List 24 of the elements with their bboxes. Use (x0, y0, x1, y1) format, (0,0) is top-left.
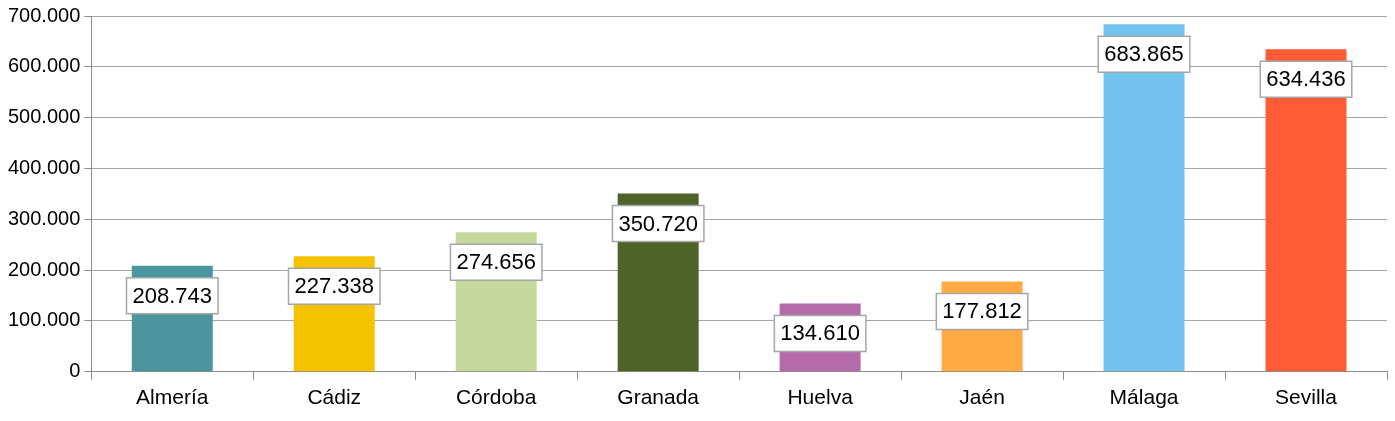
y-tick-label: 200.000 (8, 257, 81, 280)
y-tick-label: 500.000 (8, 105, 81, 128)
x-tick-label: Córdoba (455, 385, 537, 409)
x-tick-label: Granada (617, 385, 700, 409)
y-tick-label: 700.000 (8, 3, 81, 26)
x-tick-label: Sevilla (1275, 385, 1338, 409)
data-label: 227.338 (294, 273, 375, 299)
data-label: 350.720 (618, 210, 698, 236)
x-tick-label: Almería (136, 385, 209, 409)
y-tick-label: 400.000 (8, 156, 81, 178)
y-tick-label: 600.000 (8, 54, 81, 77)
x-tick-label: Cádiz (307, 385, 362, 409)
data-label: 177.812 (942, 298, 1022, 324)
data-label: 683.865 (1104, 41, 1184, 67)
data-label: 634.436 (1266, 66, 1346, 92)
data-label: 134.610 (780, 320, 860, 346)
y-tick-label: 300.000 (8, 206, 81, 229)
x-tick-label: Huelva (787, 385, 854, 409)
x-tick-label: Málaga (1109, 385, 1179, 409)
x-tick-label: Jaén (959, 385, 1005, 409)
data-label: 274.656 (456, 249, 536, 275)
y-tick-label: 0 (69, 359, 81, 382)
data-label: 208.743 (132, 282, 213, 308)
y-tick-label: 100.000 (8, 308, 81, 331)
